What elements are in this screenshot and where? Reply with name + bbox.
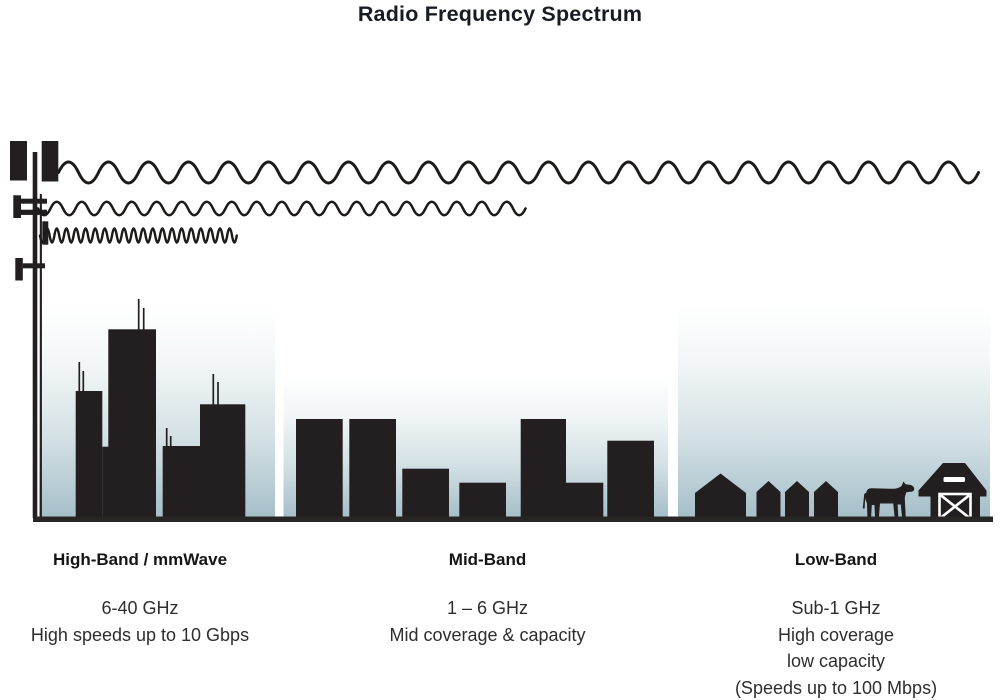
house-4 xyxy=(814,481,838,520)
page-title: Radio Frequency Spectrum xyxy=(357,2,643,26)
high-band-skyline xyxy=(75,299,246,520)
house-3 xyxy=(785,481,809,520)
band-detail-line: High coverage xyxy=(777,624,895,645)
short-wavelength-wave xyxy=(38,227,238,244)
skyscraper-3 xyxy=(162,446,200,520)
skyscraper-2 xyxy=(108,329,156,520)
long-wavelength-wave xyxy=(57,160,980,185)
cow-icon xyxy=(862,481,915,519)
band-name: High-Band / mmWave xyxy=(52,550,228,569)
skyscraper-4 xyxy=(200,404,246,520)
mid-building-5 xyxy=(520,419,566,520)
mid-building-2 xyxy=(349,419,396,520)
band-name: Mid-Band xyxy=(448,550,527,569)
lower-antenna-box xyxy=(15,258,23,281)
band-detail-line: low capacity xyxy=(786,651,886,672)
barn-icon xyxy=(918,463,987,521)
cell-tower-icon xyxy=(10,141,59,518)
skyscraper-connector xyxy=(102,446,109,520)
mid-building-7 xyxy=(607,440,654,520)
mid-building-6 xyxy=(566,482,604,520)
mid-building-3 xyxy=(402,468,449,520)
band-frequency: Sub-1 GHz xyxy=(791,598,881,618)
band-detail-line: High speeds up to 10 Gbps xyxy=(30,624,250,645)
mid-building-1 xyxy=(296,419,343,520)
band-details: Sub-1 GHz High coverage low capacity (Sp… xyxy=(687,595,985,700)
tower-mast-secondary xyxy=(39,194,42,518)
skyscraper-1 xyxy=(75,391,103,520)
band-detail-line: (Speeds up to 100 Mbps) xyxy=(734,677,938,698)
mid-building-4 xyxy=(459,482,506,520)
band-details: 6-40 GHz High speeds up to 10 Gbps xyxy=(5,595,275,648)
tower-mast xyxy=(32,152,38,518)
band-frequency: 1 – 6 GHz xyxy=(446,598,529,618)
radio-waves xyxy=(36,160,980,244)
low-band-rural-scene xyxy=(695,463,987,521)
ground-line xyxy=(33,516,993,522)
band-details: 1 – 6 GHz Mid coverage & capacity xyxy=(340,595,635,648)
band-name: Low-Band xyxy=(794,550,878,569)
upper-antenna-box xyxy=(13,195,21,218)
rooftop-antennas xyxy=(78,299,219,447)
band-label-high: High-Band / mmWave 6-40 GHz High speeds … xyxy=(5,550,275,648)
barn-body xyxy=(930,487,980,520)
house-2 xyxy=(756,481,781,520)
band-detail-line: Mid coverage & capacity xyxy=(389,624,586,645)
mid-band-buildings xyxy=(296,419,654,520)
lower-antenna-arm xyxy=(22,263,45,269)
band-label-mid: Mid-Band 1 – 6 GHz Mid coverage & capaci… xyxy=(340,550,635,648)
band-label-low: Low-Band Sub-1 GHz High coverage low cap… xyxy=(687,550,985,700)
upper-antenna-arm-2 xyxy=(21,209,47,215)
upper-antenna-arm-1 xyxy=(21,198,47,204)
medium-wavelength-wave xyxy=(36,200,527,217)
barn-hayloft-slot xyxy=(943,477,965,482)
antenna-panel-right xyxy=(41,141,59,182)
band-frequency: 6-40 GHz xyxy=(101,598,179,618)
antenna-panel-left xyxy=(10,141,27,181)
house-1 xyxy=(695,473,746,520)
